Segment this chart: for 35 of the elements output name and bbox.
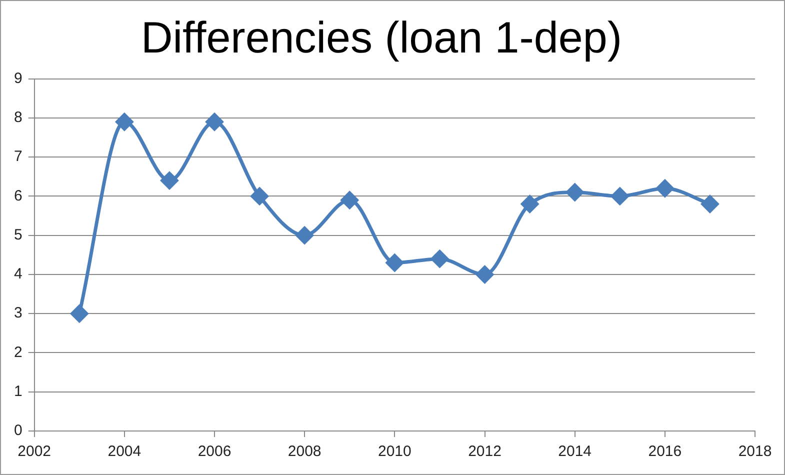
x-tick-label: 2002 [18, 443, 52, 460]
y-tick-label: 6 [14, 187, 22, 204]
x-tick-label: 2006 [198, 443, 232, 460]
y-tick-label: 2 [14, 344, 22, 361]
point [656, 180, 674, 198]
point [340, 191, 358, 209]
y-tick-label: 8 [14, 109, 22, 126]
y-tick-label: 0 [14, 422, 22, 440]
y-tick-label: 5 [14, 226, 22, 244]
y-tick-label: 7 [14, 148, 22, 166]
point [611, 187, 629, 205]
y-tick-label: 1 [14, 383, 22, 400]
y-tick-label: 9 [14, 70, 22, 87]
x-tick-label: 2012 [468, 443, 502, 460]
point [206, 113, 224, 131]
point [160, 172, 178, 190]
x-tick-label: 2010 [378, 443, 412, 460]
y-tick-label: 4 [14, 266, 22, 283]
x-tick-label: 2008 [288, 443, 322, 460]
point [701, 195, 719, 213]
point [521, 195, 539, 213]
point [296, 226, 314, 244]
x-tick-label: 2004 [108, 443, 142, 460]
point [566, 184, 584, 202]
point [386, 254, 404, 272]
chart-title: Differencies (loan 1-dep) [141, 14, 622, 63]
x-tick-label: 2016 [648, 443, 682, 460]
x-tick-label: 2018 [738, 443, 772, 460]
point [430, 250, 448, 268]
y-tick-label: 3 [14, 304, 22, 322]
point [70, 304, 88, 322]
point [476, 266, 494, 284]
point [250, 187, 268, 205]
point [116, 113, 134, 131]
x-tick-label: 2014 [558, 443, 592, 460]
